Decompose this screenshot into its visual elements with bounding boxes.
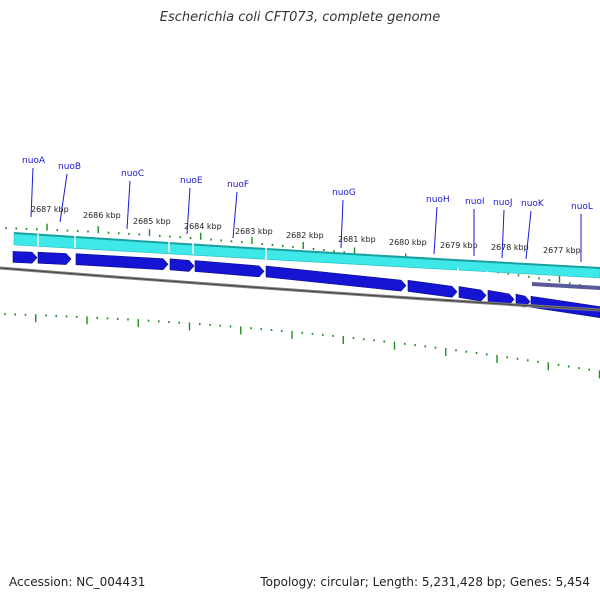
cds-arrow [265,265,407,292]
scale-label: 2682 kbp [286,231,324,240]
gene-label-nuoK: nuoK [521,199,545,209]
gene-leader-line [30,167,34,218]
gene-label-nuoG: nuoG [332,188,356,198]
gene-label-nuoB: nuoB [58,162,81,172]
scale-label: 2678 kbp [491,243,529,252]
gene-label-nuoE: nuoE [180,176,203,186]
gene-label-nuoL: nuoL [571,202,593,212]
scale-label: 2681 kbp [338,235,376,244]
gene-band-shadow [532,282,600,290]
gene-label-nuoF: nuoF [227,180,249,190]
genome-summary-text: Topology: circular; Length: 5,231,428 bp… [260,575,590,589]
gene-leader-line [59,173,68,223]
gene-label-nuoA: nuoA [22,156,46,166]
gene-label-nuoI: nuoI [465,197,485,207]
cds-arrow [37,251,72,265]
cds-track [12,251,600,318]
scale-label: 2687 kbp [31,205,69,214]
cds-arrow [458,286,487,302]
cds-arrow [194,260,265,278]
cds-arrow [12,251,38,264]
cds-arrow [487,289,515,306]
gene-leader-line [126,180,131,230]
scale-label: 2677 kbp [543,246,581,255]
gene-leader-line [501,209,505,259]
gene-band-edge [13,232,600,269]
inner-scale-ticks [4,313,600,379]
gene-label-nuoH: nuoH [426,195,450,205]
cds-arrow [75,253,169,271]
gene-leader-line [525,210,532,260]
gene-leader-line [340,199,344,249]
scale-labels: 2687 kbp 2686 kbp 2685 kbp 2684 kbp 2683 kbp… [31,205,581,255]
backbone-ring [0,266,600,312]
cds-arrow [169,258,195,272]
scale-label: 2680 kbp [389,238,427,247]
scale-label: 2679 kbp [440,241,478,250]
scale-label: 2683 kbp [235,227,273,236]
gene-leader-line [232,191,238,239]
gene-leader-line [433,206,438,255]
gene-label-nuoC: nuoC [121,169,144,179]
gene-label-nuoJ: nuoJ [493,198,513,208]
map-title: Escherichia coli CFT073, complete genome [159,10,441,25]
gene-leader-line [186,187,191,235]
scale-label: 2686 kbp [83,211,121,220]
scale-label: 2684 kbp [184,222,222,231]
cds-arrow [407,279,458,298]
gene-track [13,232,600,290]
backbone-core [0,267,600,311]
gene-labels: nuoA nuoB nuoC nuoE nuoF nuoG nuoH nuoI nuoJ nuoK… [22,156,593,262]
scale-label: 2685 kbp [133,217,171,226]
accession-text: Accession: NC_004431 [9,575,146,589]
